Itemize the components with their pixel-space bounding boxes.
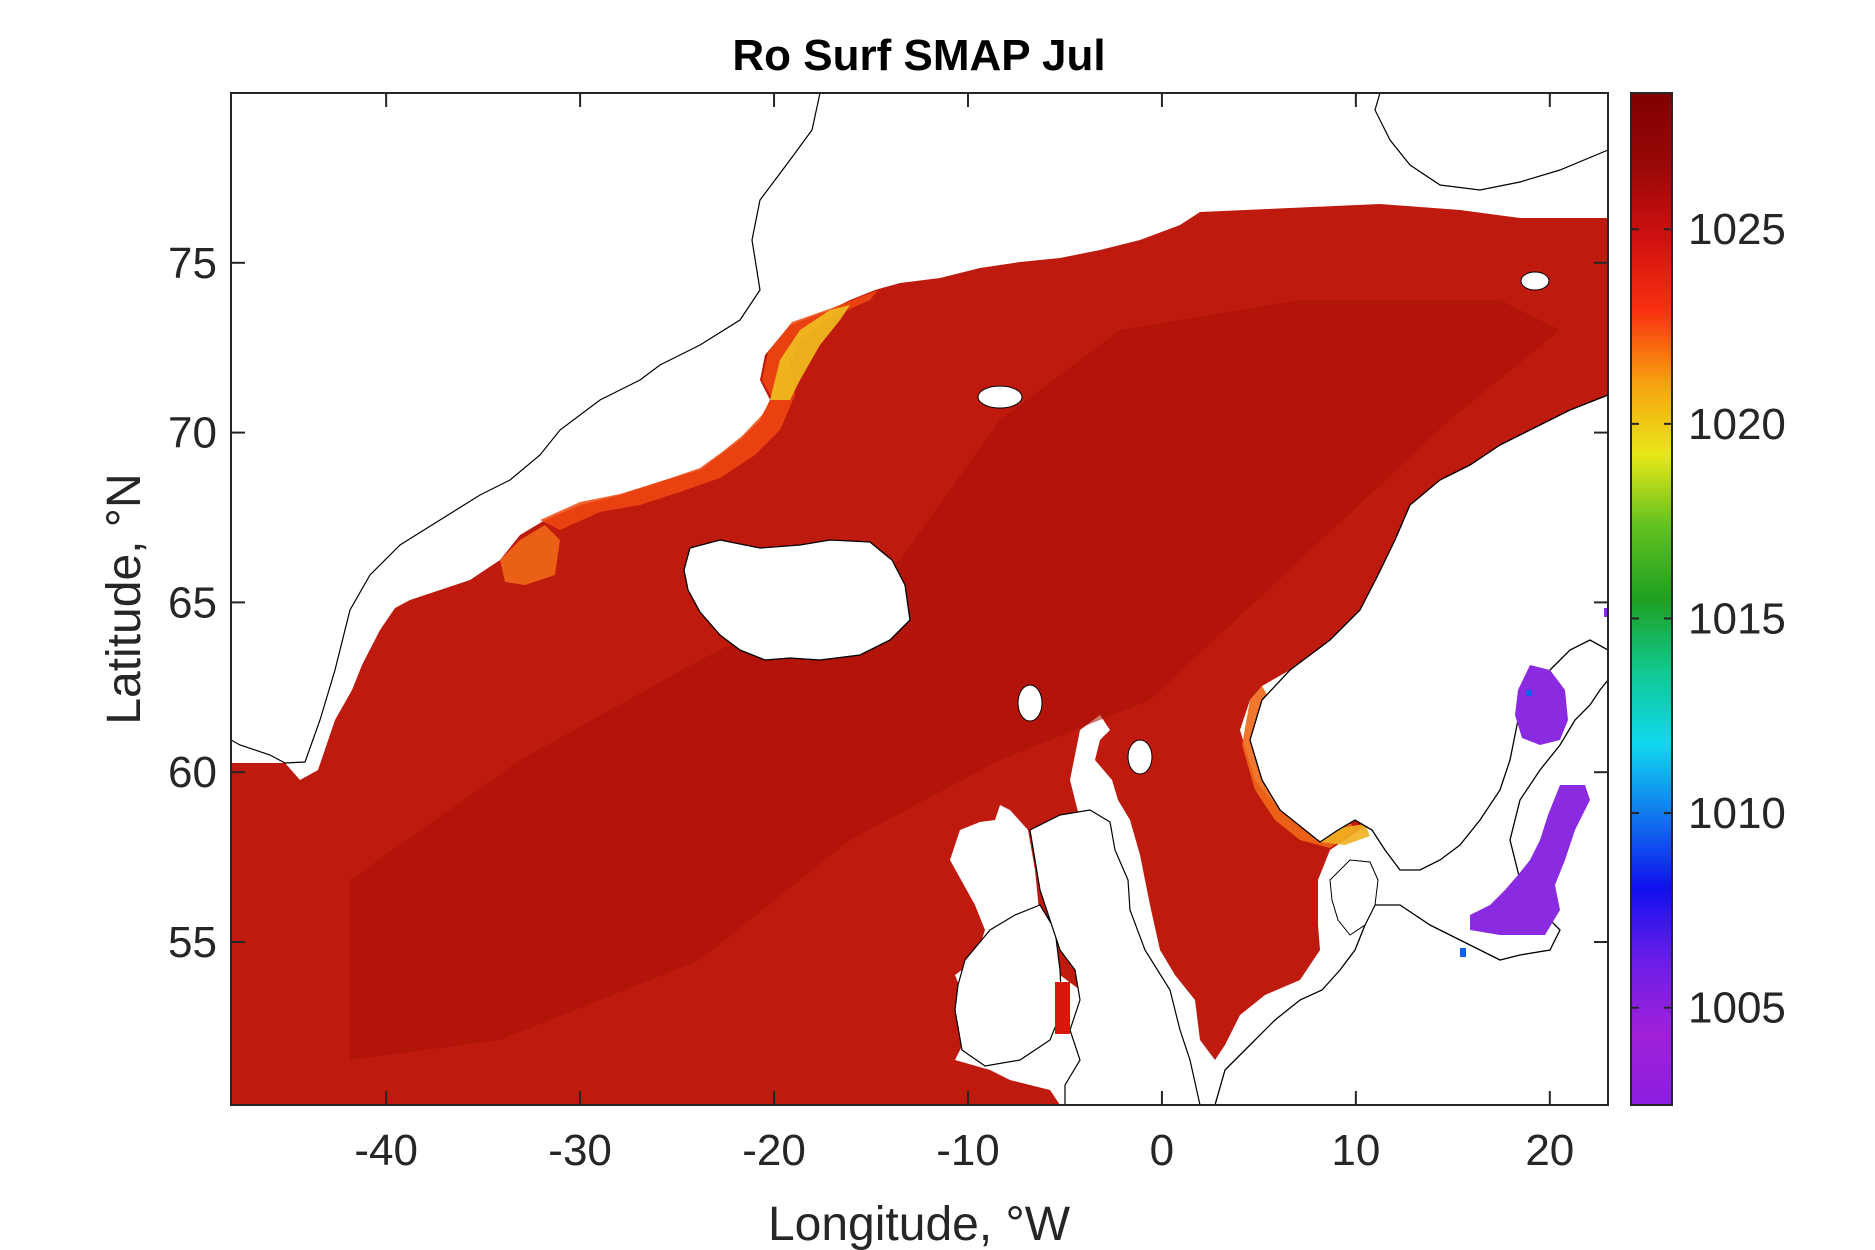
x-tick-label: 0 [1150,1126,1174,1175]
bear-island [1520,271,1550,291]
greenland-land [231,93,821,764]
map-title: Ro Surf SMAP Jul [732,31,1105,80]
ocean-interior-dark [350,300,1560,1060]
colorbar-tick-label: 1020 [1688,400,1786,449]
baltic-pixel-1 [1526,690,1532,696]
map-area [231,93,1608,1105]
denmark-land [1329,859,1379,936]
axes-frame [230,92,1609,1106]
norwegian-coastal-current [1242,686,1355,848]
shetland-islands [1127,739,1153,775]
great-britain-land [1029,809,1201,1105]
colorbar-tick-label: 1010 [1688,789,1786,838]
colorbar-tick-label: 1005 [1688,984,1786,1033]
x-axis-label: Longitude, °W [768,1198,1071,1250]
iceland-land [683,539,911,661]
x-tick-label: 20 [1525,1126,1574,1175]
x-tick-label: -10 [936,1126,1000,1175]
y-tick-label: 75 [168,239,217,288]
x-tick-label: -20 [742,1126,806,1175]
colorbar [1630,92,1673,1106]
skagerrak-front [1320,824,1370,845]
x-ticks: -40 -30 -20 -10 0 10 20 [354,93,1574,1175]
colorbar-tick-label: 1015 [1688,594,1786,643]
x-tick-label: 10 [1331,1126,1380,1175]
y-tick-label: 70 [168,409,217,458]
colorbar-ticks: 1005 1010 1015 1020 1025 [1631,205,1786,1033]
greenland-fresh-tongue [770,305,850,400]
x-tick-label: -40 [354,1126,418,1175]
y-ticks: 55 60 65 70 75 [168,239,1608,967]
x-tick-label: -30 [548,1126,612,1175]
y-tick-label: 65 [168,578,217,627]
jan-mayen [977,385,1023,409]
faroe-islands [1017,684,1043,722]
y-axis-label: Latitude, °N [98,473,151,724]
baltic-pixel-3 [1604,608,1608,617]
colorbar-tick-label: 1025 [1688,205,1786,254]
denmark-strait-front [500,525,560,585]
baltic-pixel-2 [1460,948,1466,957]
bothnian-sea [1515,665,1568,745]
svalbard-land [1374,93,1608,191]
baltic-proper [1470,785,1590,935]
y-tick-label: 55 [168,918,217,967]
y-tick-label: 60 [168,748,217,797]
irish-sea-patch [1055,982,1070,1034]
